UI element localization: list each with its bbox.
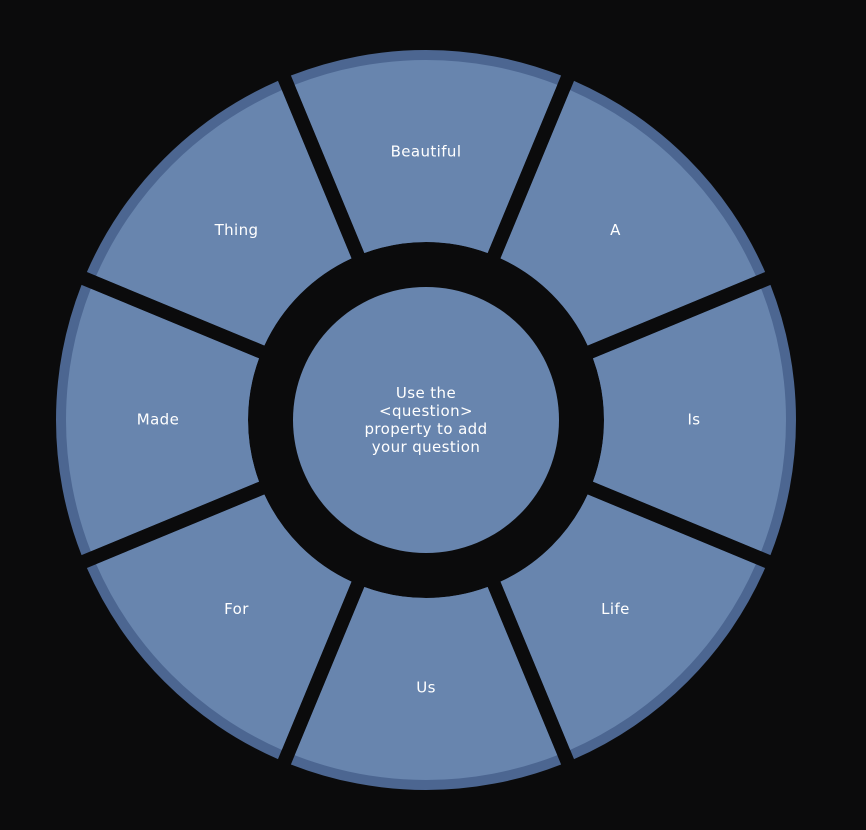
- center-question-button[interactable]: Use the <question> property to add your …: [293, 287, 559, 553]
- wheel-segment-us[interactable]: Us: [290, 587, 562, 790]
- wheel-segment-beautiful[interactable]: Beautiful: [290, 50, 562, 253]
- segment-body: [96, 494, 352, 750]
- segment-body: [96, 90, 352, 346]
- segment-body: [294, 587, 558, 780]
- segment-body: [593, 288, 786, 552]
- segment-body: [294, 60, 558, 253]
- center-question-text: Use the <question> property to add your …: [364, 384, 488, 456]
- segment-body: [66, 288, 260, 552]
- segment-body: [500, 494, 756, 750]
- wheel-segment-made[interactable]: Made: [56, 284, 260, 556]
- segment-body: [500, 90, 756, 346]
